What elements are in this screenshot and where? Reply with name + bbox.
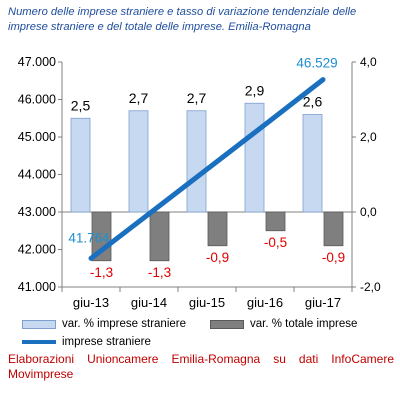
left-axis-tick-label: 42.000: [18, 243, 56, 257]
bar-totale-label: -0,9: [322, 250, 345, 265]
legend-label-line: imprese straniere: [62, 336, 151, 348]
legend-swatch-totale: [210, 319, 244, 329]
chart-title: Numero delle imprese straniere e tasso d…: [8, 6, 357, 33]
right-axis-tick-label: 4,0: [360, 55, 377, 69]
bar-totale: [265, 211, 286, 232]
data-labels: 2,5 -1,3 2,7 -1,3 2,7 -0,9 2,9 -0,5 2,6 -0,9 41.76…: [68, 56, 345, 280]
legend-swatch-line: [22, 340, 56, 344]
line-imprese-straniere: [88, 77, 326, 261]
line-layer: [88, 77, 326, 261]
bar-totale: [207, 211, 228, 247]
legend-item-stranieri: var. % imprese straniere: [22, 318, 186, 330]
bars: [70, 102, 344, 262]
legend-label-totale: var. % totale imprese: [250, 318, 358, 330]
x-axis-tick-label: giu-13: [73, 295, 109, 310]
legend-label-stranieri: var. % imprese straniere: [62, 318, 186, 330]
x-axis-tick-label: giu-16: [247, 295, 283, 310]
bar-stranieri-label: 2,5: [71, 97, 91, 113]
left-axis-tick-label: 44.000: [18, 168, 56, 182]
left-axis-tick-label: 43.000: [18, 205, 56, 219]
line-value-label: 46.529: [296, 56, 337, 71]
right-axis-tick-label: -2,0: [360, 280, 381, 294]
line-value-label: 41.764: [68, 230, 110, 245]
right-axis-tick-label: 2,0: [360, 130, 377, 144]
legend-item-line: imprese straniere: [22, 336, 151, 348]
left-axis-tick-label: 47.000: [18, 55, 56, 69]
bar-totale: [323, 211, 344, 247]
bar-stranieri-label: 2,7: [187, 90, 207, 106]
x-axis-tick-label: giu-14: [131, 295, 167, 310]
bar-stranieri: [70, 117, 91, 213]
legend-swatch-stranieri: [22, 319, 56, 329]
bar-stranieri: [244, 102, 265, 213]
bar-totale-label: -1,3: [148, 265, 171, 280]
x-axis-tick-label: giu-15: [189, 295, 225, 310]
source-note: Elaborazioni Unioncamere Emilia-Romagna …: [8, 352, 394, 381]
right-axis-tick-label: 0,0: [360, 205, 377, 219]
bar-stranieri-label: 2,6: [303, 94, 323, 110]
bar-stranieri: [128, 110, 149, 213]
legend-item-totale: var. % totale imprese: [210, 318, 357, 330]
bar-stranieri-label: 2,9: [245, 82, 265, 98]
bar-stranieri: [186, 110, 207, 213]
axes: 41.000 42.000 43.000 44.000 45.000 46.000 47.0…: [18, 55, 381, 310]
left-axis-tick-label: 45.000: [18, 130, 56, 144]
x-axis-tick-label: giu-17: [305, 295, 341, 310]
bar-totale-label: -0,5: [264, 235, 287, 250]
left-axis-tick-label: 46.000: [18, 93, 56, 107]
left-axis-tick-label: 41.000: [18, 280, 56, 294]
bar-stranieri-label: 2,7: [129, 90, 149, 106]
bar-totale: [149, 211, 170, 262]
bar-totale-label: -0,9: [206, 250, 229, 265]
bar-stranieri: [302, 114, 323, 213]
bar-totale-label: -1,3: [90, 265, 113, 280]
